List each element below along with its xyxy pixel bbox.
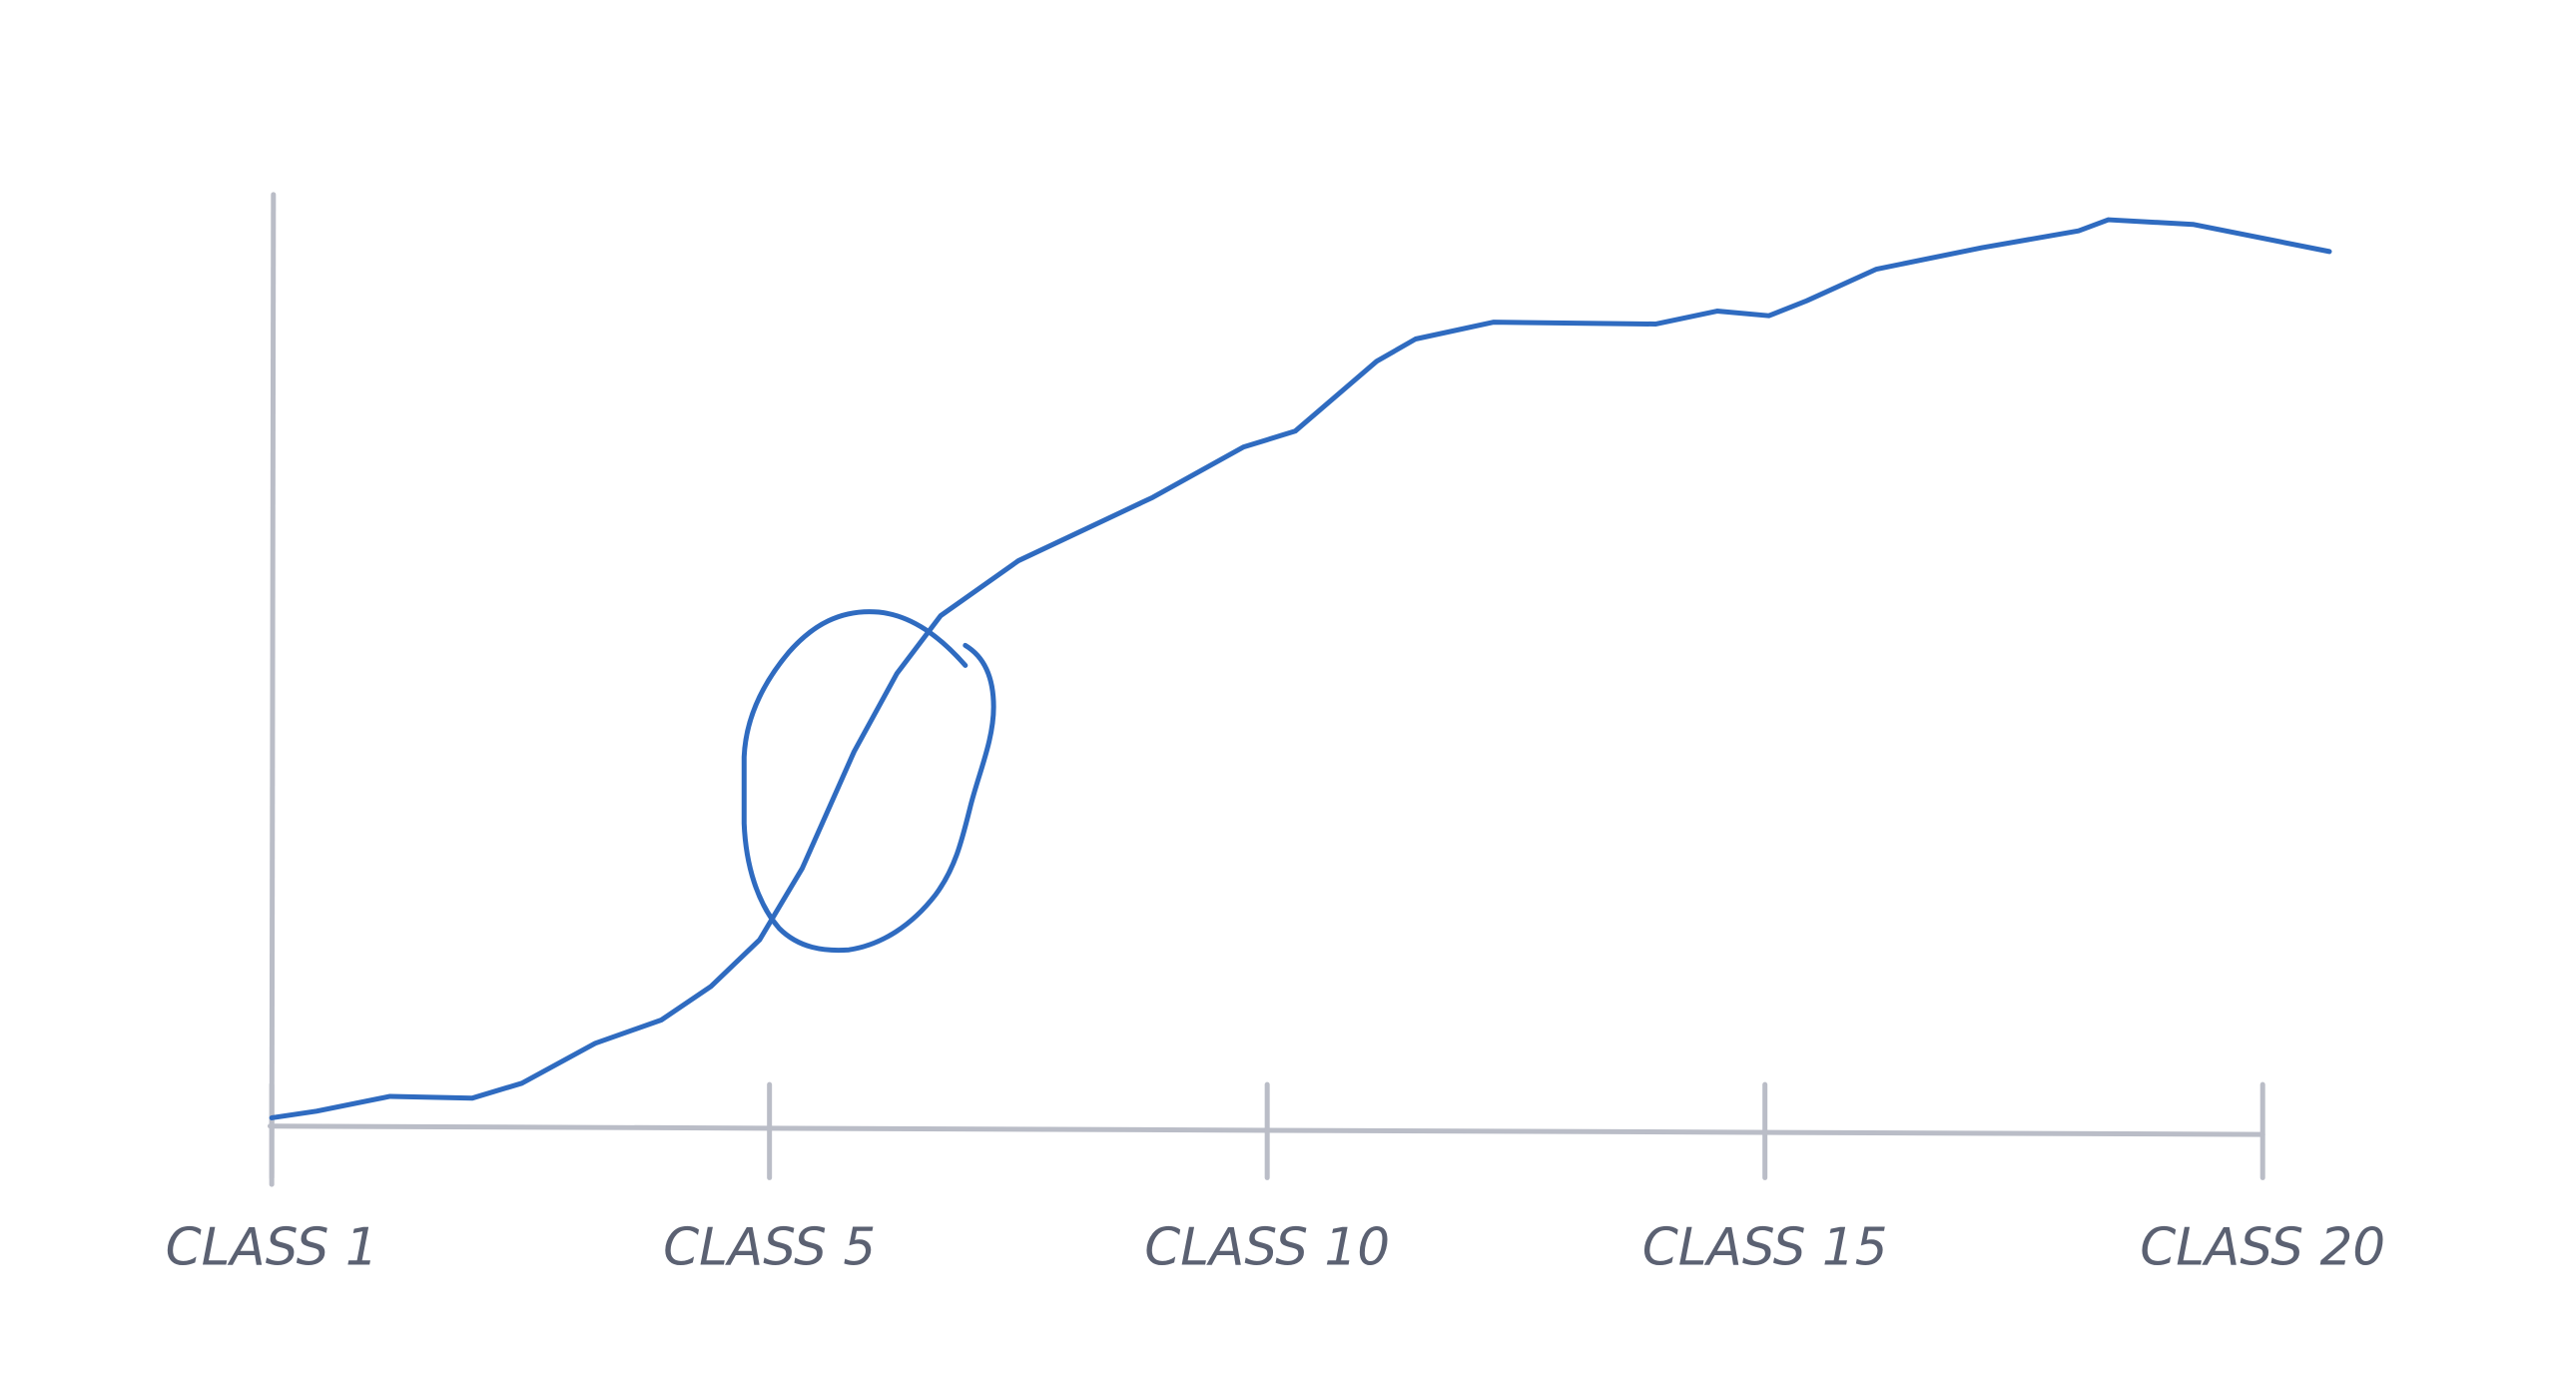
x-tick-label: CLASS 1 — [166, 1218, 378, 1278]
y-axis — [269, 192, 277, 1187]
line — [269, 217, 2332, 1120]
x-tick-label: CLASS 20 — [2140, 1218, 2385, 1278]
annotation-loop — [741, 609, 996, 954]
x-tick-label: CLASS 15 — [1642, 1218, 1888, 1278]
x-tick-label: CLASS 10 — [1144, 1218, 1390, 1278]
x-tick-label: CLASS 5 — [663, 1218, 876, 1278]
